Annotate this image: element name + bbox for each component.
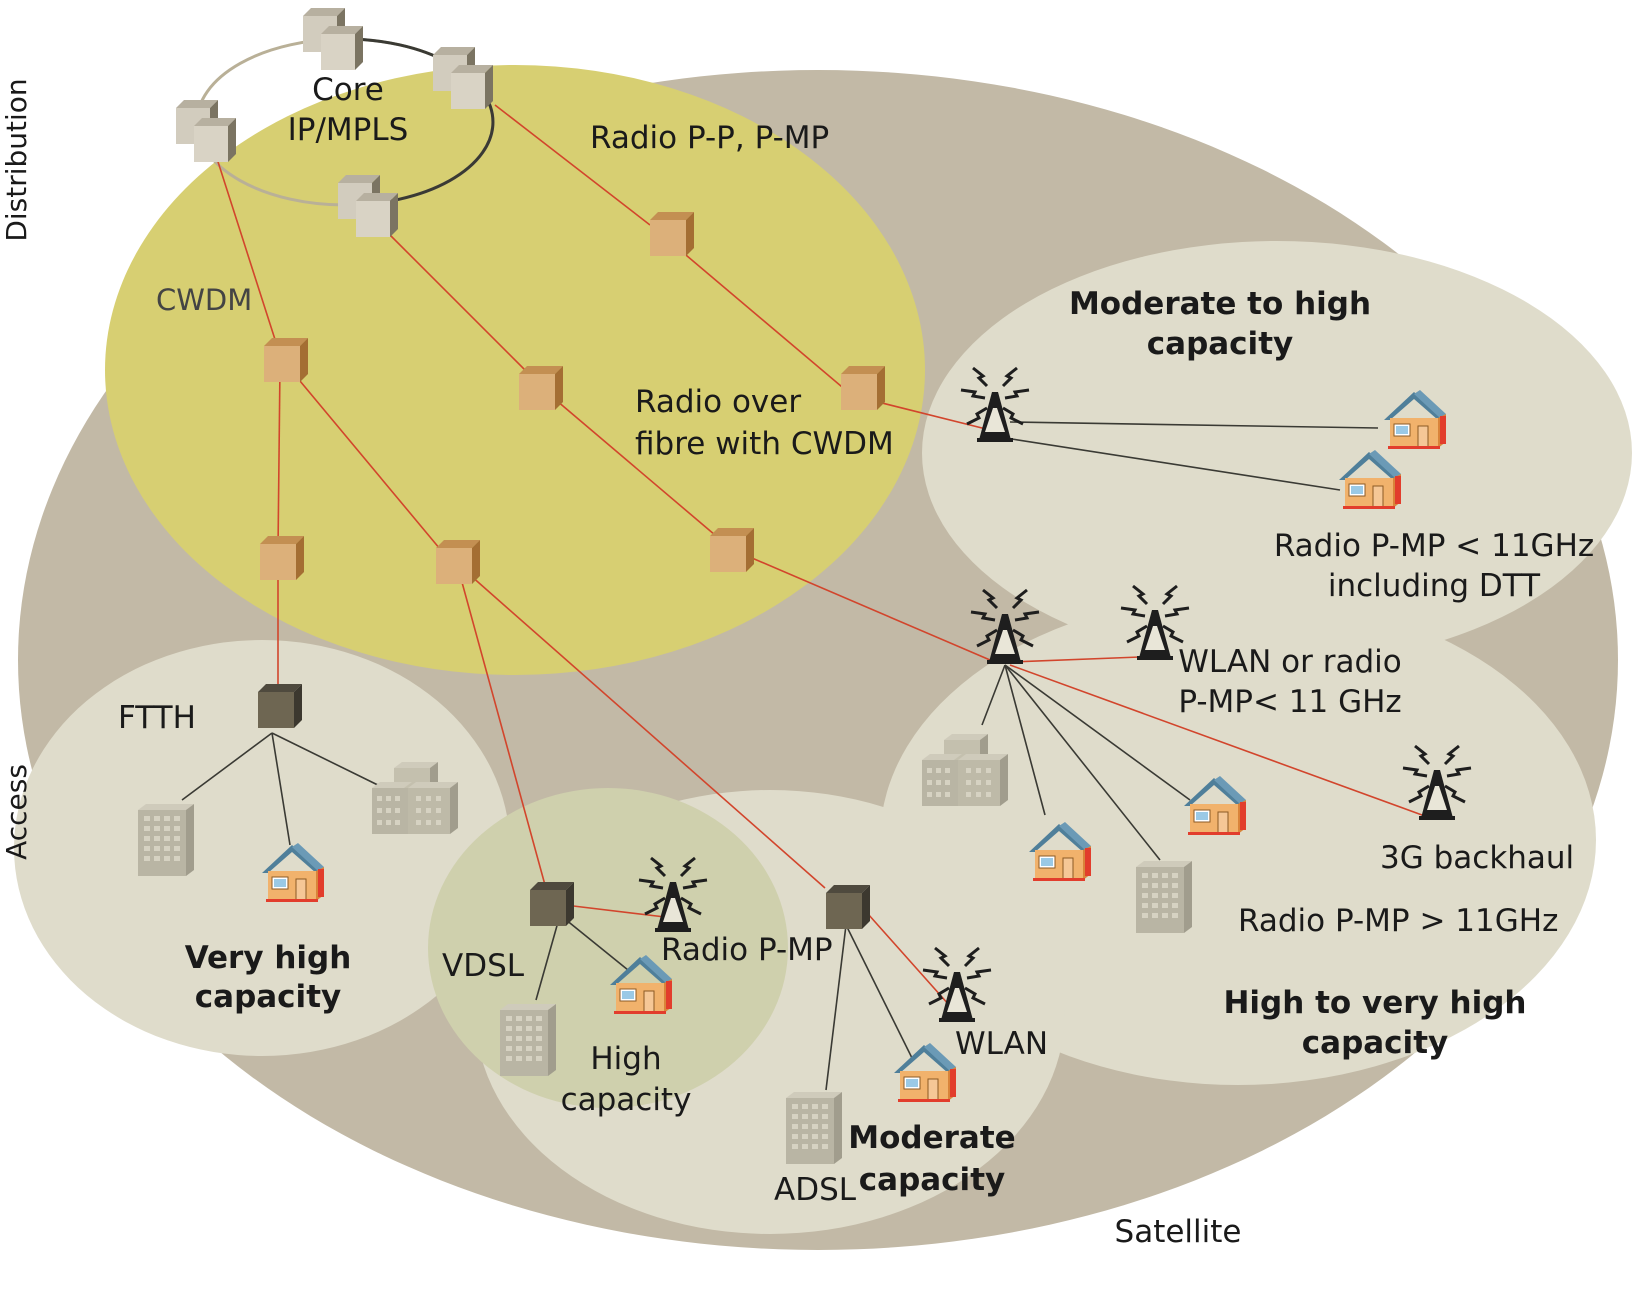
access-node-icon xyxy=(826,885,870,929)
satellite-label: Satellite xyxy=(1115,1214,1242,1250)
cwdm-node-icon xyxy=(841,366,885,410)
vdsl-label: VDSL xyxy=(442,948,525,984)
moderate-to-high-label: Moderate to high xyxy=(1069,286,1371,322)
access-links xyxy=(181,421,1379,1091)
moderate-capacity-label: capacity xyxy=(859,1162,1005,1198)
fibre-links xyxy=(210,104,1423,1016)
high-to-very-high-label: capacity xyxy=(1302,1025,1448,1061)
radio-pmp-gt11-label: Radio P-MP > 11GHz xyxy=(1238,903,1558,939)
cwdm-node-icon xyxy=(436,540,480,584)
office-building-icon xyxy=(1136,861,1192,933)
very-high-zone xyxy=(14,640,510,1056)
adsl-label: ADSL xyxy=(774,1172,857,1208)
core-ring-dark-arc xyxy=(344,37,495,207)
cwdm-node-icon xyxy=(264,338,308,382)
core-router-icon xyxy=(303,8,363,70)
radio-pmp-dtt-label: Radio P-MP < 11GHz xyxy=(1274,528,1594,564)
radio-over-fibre-label: Radio over xyxy=(635,384,801,420)
radio-over-fibre-label: fibre with CWDM xyxy=(635,426,894,462)
moderate-to-high-label: capacity xyxy=(1147,326,1293,362)
office-building-icon xyxy=(786,1092,842,1164)
cwdm-node-icon xyxy=(260,536,304,580)
radio-pp-label: Radio P-P, P-MP xyxy=(590,120,829,156)
high-capacity-label: capacity xyxy=(561,1082,692,1118)
office-building-icon xyxy=(138,804,194,876)
wlan-or-radio-label: P-MP< 11 GHz xyxy=(1178,684,1401,720)
cwdm-node-icon xyxy=(710,528,754,572)
very-high-label: Very high xyxy=(185,940,352,976)
high-capacity-label: High xyxy=(590,1041,661,1077)
cwdm-node-icon xyxy=(650,212,694,256)
cwdm-label: CWDM xyxy=(156,283,252,317)
distribution-zone xyxy=(105,65,925,675)
moderate-capacity-label: Moderate xyxy=(848,1120,1015,1156)
3g-backhaul-label: 3G backhaul xyxy=(1380,840,1574,876)
ftth-label: FTTH xyxy=(118,700,196,736)
core-label: Core xyxy=(312,72,384,108)
high-to-very-high-zone xyxy=(880,595,1596,1085)
high-to-very-high-label: High to very high xyxy=(1223,985,1526,1021)
wlan-label: WLAN xyxy=(955,1026,1048,1062)
access-node-icon xyxy=(530,882,574,926)
distribution-axis-label: Distribution xyxy=(0,78,33,241)
radio-pmp-dtt-label: including DTT xyxy=(1328,568,1541,604)
core-label: IP/MPLS xyxy=(288,112,409,148)
radio-pmp-label: Radio P-MP xyxy=(661,932,833,968)
cwdm-node-icon xyxy=(519,366,563,410)
access-node-icon xyxy=(258,684,302,728)
office-building-icon xyxy=(500,1004,556,1076)
very-high-label: capacity xyxy=(195,979,341,1015)
core-router-icon xyxy=(176,100,236,162)
wlan-or-radio-label: WLAN or radio xyxy=(1178,644,1401,680)
access-axis-label: Access xyxy=(0,764,33,860)
moderate-to-high-zone xyxy=(922,241,1632,665)
